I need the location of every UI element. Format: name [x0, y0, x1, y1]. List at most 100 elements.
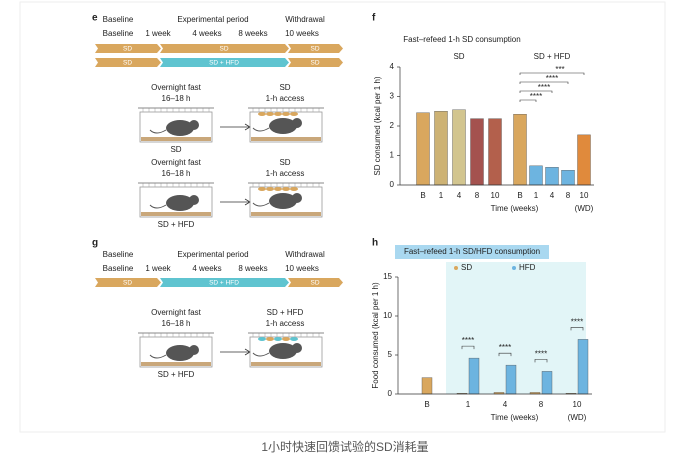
- legend-swatch: [454, 266, 458, 270]
- bar: [421, 377, 433, 395]
- timeline-week: Baseline: [103, 264, 134, 273]
- bedding: [141, 362, 211, 366]
- timeline-week: 10 weeks: [285, 29, 319, 38]
- food-label: SD: [279, 83, 290, 92]
- fast-label: Overnight fast: [151, 158, 202, 167]
- x-axis-label: Time (weeks): [491, 413, 539, 422]
- significance-bracket: [498, 352, 512, 357]
- title-highlight: [395, 245, 549, 259]
- food-pellet: [258, 337, 266, 341]
- food-label: SD + HFD: [267, 308, 304, 317]
- band-label: SD: [310, 60, 319, 67]
- mouse-tail: [149, 129, 167, 134]
- bar: [488, 118, 502, 186]
- legend-label: SD: [461, 263, 472, 272]
- food-pellet: [266, 112, 274, 116]
- mouse-tail: [252, 127, 270, 132]
- timeline-band: [288, 44, 343, 53]
- mouse-head: [189, 345, 199, 355]
- food-pellet: [258, 187, 266, 191]
- access-label: 1-h access: [266, 169, 305, 178]
- timeline-header: Baseline: [103, 15, 134, 24]
- bar: [452, 109, 466, 186]
- y-axis-label: Food consumed (kcal per 1 h): [371, 282, 380, 389]
- fast-label: Overnight fast: [151, 83, 202, 92]
- y-tick-label: 2: [390, 121, 395, 130]
- significance-label: ***: [555, 65, 564, 74]
- timeline-week: Baseline: [103, 29, 134, 38]
- x-tick-label: 4: [550, 191, 555, 200]
- y-tick-label: 15: [383, 272, 392, 281]
- panel-label: e: [92, 13, 98, 24]
- mouse-body: [166, 345, 194, 361]
- bar: [434, 111, 448, 186]
- significance-label: ****: [535, 349, 547, 358]
- timeline-header: Withdrawal: [285, 250, 325, 259]
- significance-label: ****: [546, 74, 558, 83]
- fast-duration: 16–18 h: [162, 169, 191, 178]
- timeline-week: 1 week: [145, 29, 171, 38]
- significance-label: ****: [462, 336, 474, 345]
- bar: [529, 165, 543, 186]
- x-tick-label: B: [517, 191, 522, 200]
- food-pellet: [274, 187, 282, 191]
- bar: [577, 134, 591, 186]
- bedding: [251, 362, 321, 366]
- fast-label: Overnight fast: [151, 308, 202, 317]
- x-tick-label: 10: [580, 191, 589, 200]
- bar: [541, 371, 553, 395]
- bar: [545, 167, 559, 186]
- food-label: SD: [279, 158, 290, 167]
- mouse-body: [269, 118, 297, 134]
- band-label: SD: [123, 280, 132, 287]
- access-label: 1-h access: [266, 94, 305, 103]
- x-tick-label: 1: [439, 191, 444, 200]
- significance-bracket: [519, 81, 569, 84]
- fast-duration: 16–18 h: [162, 319, 191, 328]
- bar: [561, 170, 575, 186]
- food-pellet: [266, 187, 274, 191]
- group-label: SD + HFD: [158, 370, 195, 379]
- mouse-body: [166, 195, 194, 211]
- timeline-band: [160, 58, 289, 67]
- y-tick-label: 0: [388, 389, 393, 398]
- timeline-band: [160, 44, 289, 53]
- food-pellet: [274, 112, 282, 116]
- bar: [577, 339, 589, 395]
- group-label: SD: [170, 145, 181, 154]
- timeline-header: Withdrawal: [285, 15, 325, 24]
- mouse-tail: [252, 202, 270, 207]
- x-tick-label: 8: [539, 400, 544, 409]
- mouse-head: [292, 118, 302, 128]
- food-pellet: [282, 187, 290, 191]
- x-tick-label: 4: [503, 400, 508, 409]
- x-tick-label: 8: [475, 191, 480, 200]
- bar: [513, 113, 527, 186]
- panel-label: g: [92, 238, 98, 249]
- band-label: SD: [310, 280, 319, 287]
- bedding: [141, 212, 211, 216]
- legend-label: HFD: [519, 263, 536, 272]
- mouse-head: [292, 193, 302, 203]
- food-pellet: [266, 337, 274, 341]
- timeline-band: [288, 58, 343, 67]
- x-tick-label: B: [420, 191, 425, 200]
- mouse-body: [166, 120, 194, 136]
- x-tick-label: 4: [457, 191, 462, 200]
- group-label: SD + HFD: [534, 52, 571, 61]
- x-note: (WD): [568, 413, 587, 422]
- significance-bracket: [519, 90, 553, 93]
- panel-label: f: [372, 13, 376, 24]
- band-label: SD: [123, 46, 132, 53]
- significance-bracket: [570, 327, 584, 331]
- bar: [468, 357, 480, 395]
- y-tick-label: 3: [390, 92, 395, 101]
- bedding: [251, 212, 321, 216]
- significance-label: ****: [499, 343, 511, 352]
- food-pellet: [274, 337, 282, 341]
- timeline-band: [160, 278, 289, 287]
- mouse-head: [189, 120, 199, 130]
- timeline-header: Baseline: [103, 250, 134, 259]
- food-pellet: [258, 112, 266, 116]
